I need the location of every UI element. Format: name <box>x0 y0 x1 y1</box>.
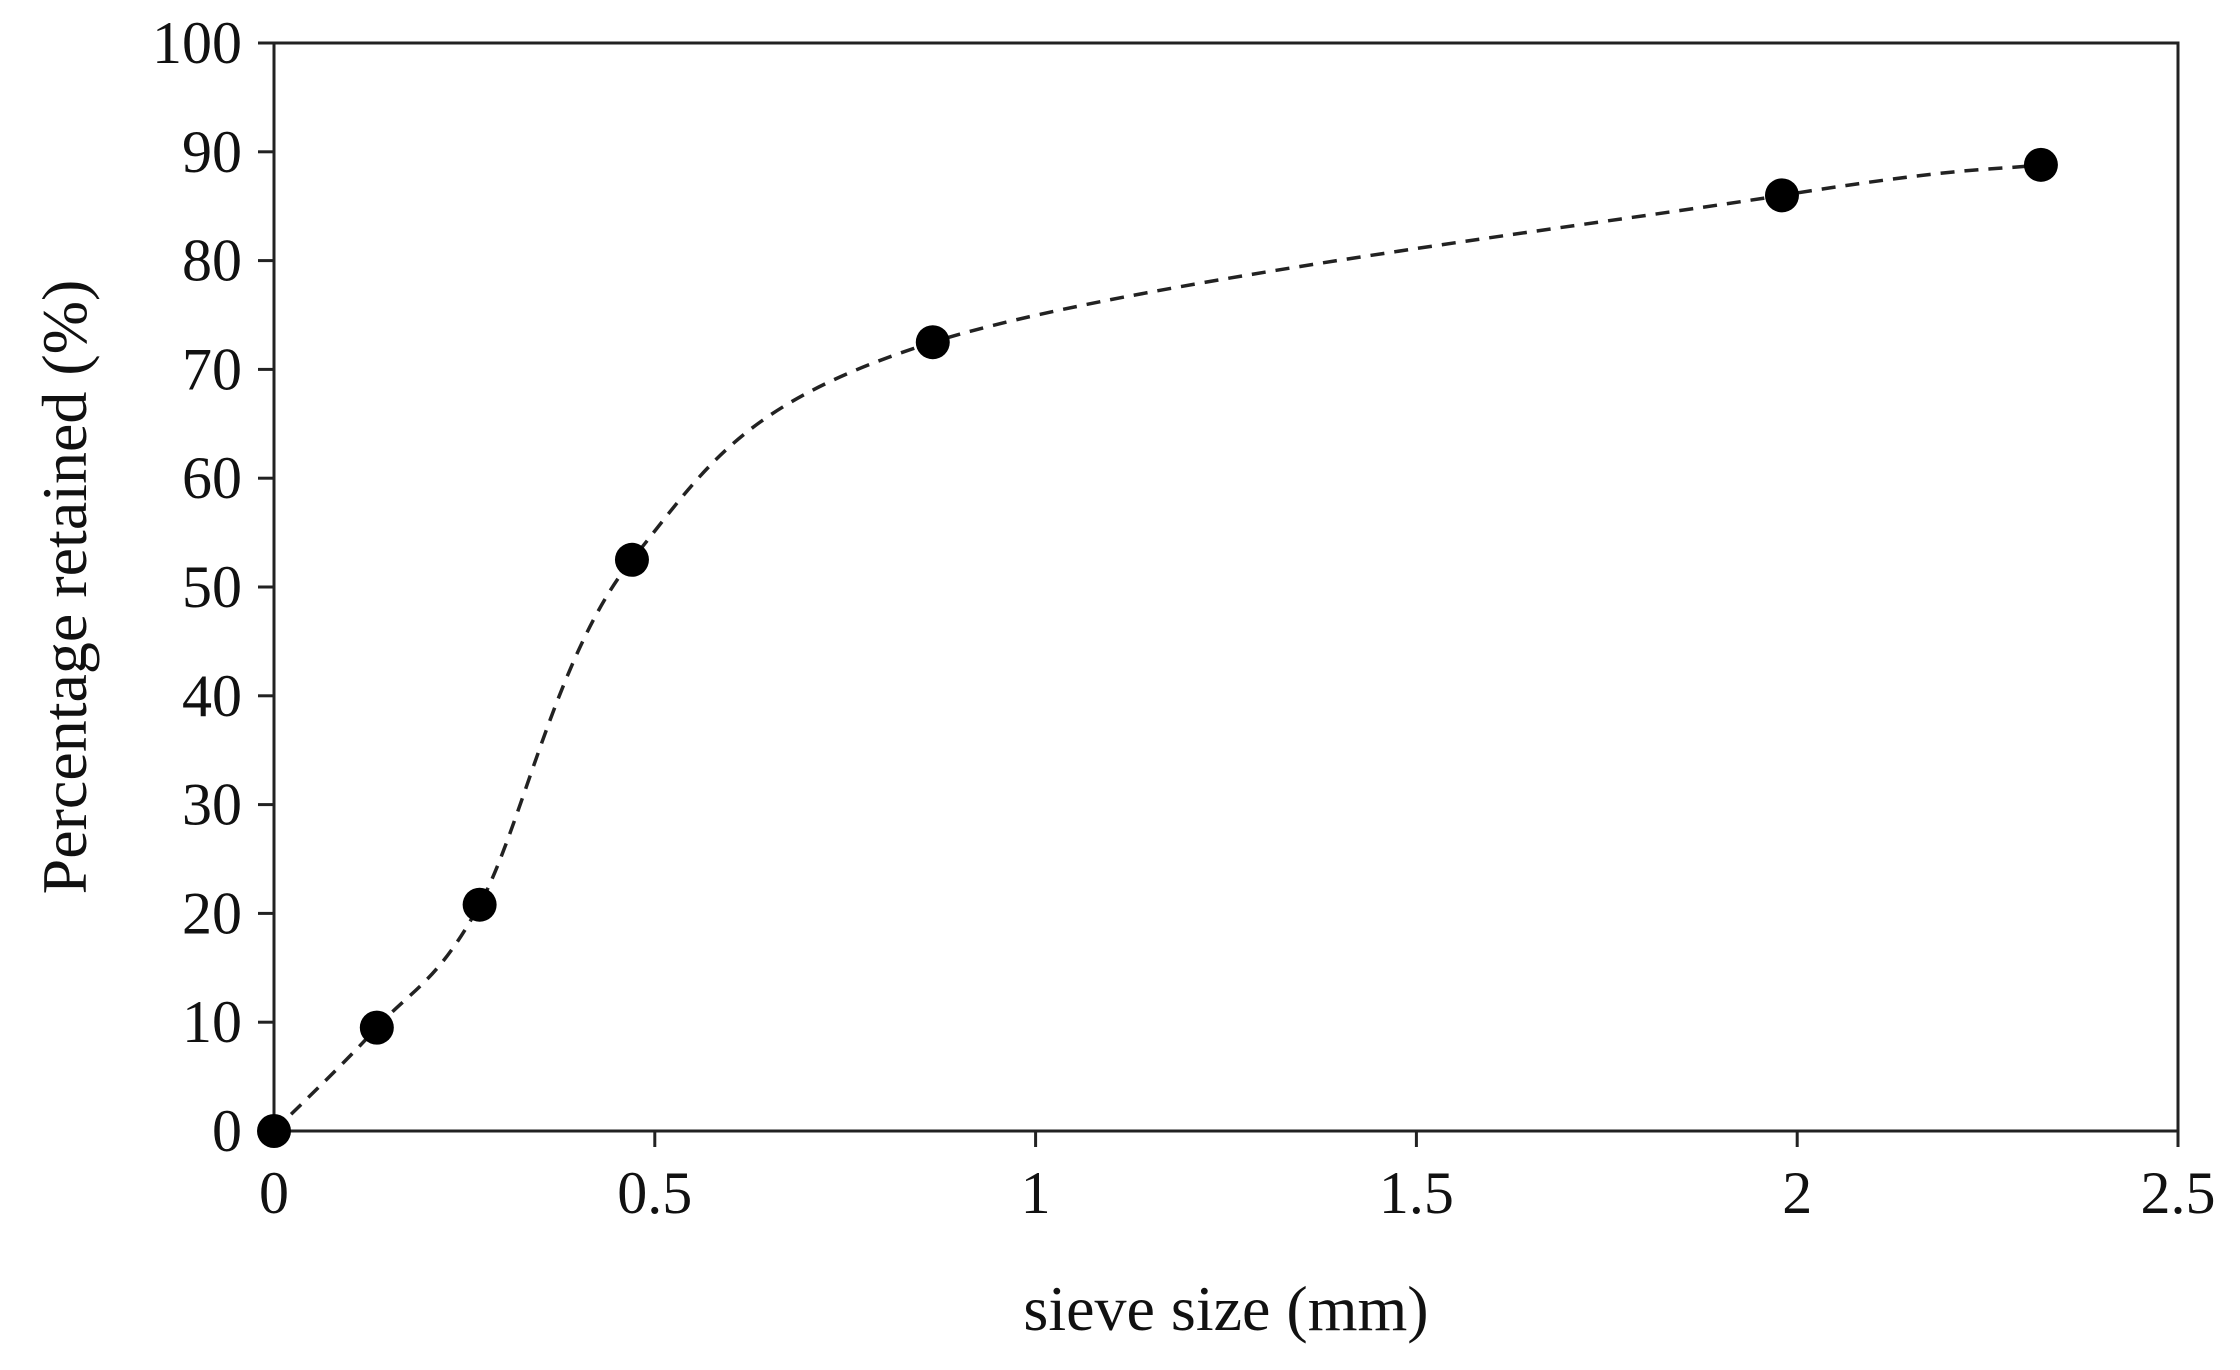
y-tick-label: 30 <box>182 772 242 838</box>
y-axis-title: Percentage retained (%) <box>29 280 100 895</box>
x-tick-label: 0.5 <box>617 1160 692 1226</box>
x-tick-label: 1 <box>1021 1160 1051 1226</box>
x-axis-ticks: 0 0.5 1 1.5 2 2.5 <box>259 1131 2216 1226</box>
series-line-group <box>272 163 2042 1133</box>
plot-frame <box>272 41 2180 1133</box>
data-point <box>462 887 497 922</box>
y-tick-label: 0 <box>212 1098 242 1164</box>
x-tick-label: 2.5 <box>2141 1160 2216 1226</box>
y-axis-ticks: 0 10 20 30 40 50 60 70 80 90 100 <box>152 10 274 1164</box>
data-point <box>2023 147 2058 182</box>
series-points-group <box>257 147 2058 1148</box>
data-point <box>915 325 950 360</box>
data-point <box>257 1114 291 1148</box>
y-tick-label: 40 <box>182 663 242 729</box>
series-dashed-line <box>272 163 2042 1133</box>
y-tick-label: 90 <box>182 119 242 185</box>
y-tick-label: 10 <box>182 989 242 1055</box>
x-axis-title: sieve size (mm) <box>1023 1273 1428 1344</box>
x-tick-label: 1.5 <box>1379 1160 1454 1226</box>
y-tick-label: 50 <box>182 554 242 620</box>
x-tick-label: 0 <box>259 1160 289 1226</box>
x-tick-label: 2 <box>1782 1160 1812 1226</box>
data-point <box>359 1010 394 1045</box>
y-tick-label: 60 <box>182 445 242 511</box>
data-point <box>614 542 649 577</box>
y-tick-label: 20 <box>182 880 242 946</box>
y-tick-label: 80 <box>182 228 242 294</box>
y-tick-label: 70 <box>182 336 242 402</box>
y-tick-label: 100 <box>152 10 242 76</box>
data-point <box>1764 178 1799 213</box>
